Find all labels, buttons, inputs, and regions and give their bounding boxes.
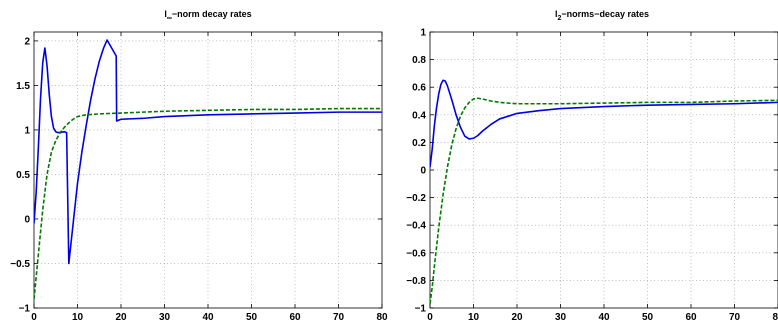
l2-y-tick-label: −0.2 [406,193,426,204]
linf-x-tick-label: 40 [202,312,214,323]
linf-y-tick-label: 0.5 [16,170,30,181]
linf-x-tick-label: 0 [31,312,37,323]
l2-x-tick-label: 20 [511,312,523,323]
linf-x-tick-label: 50 [246,312,258,323]
l2-x-tick-label: 70 [729,312,741,323]
l2-y-tick-label: 0.4 [412,110,426,121]
linf-x-tick-label: 60 [289,312,301,323]
linf-x-tick-label: 80 [376,312,388,323]
linf-y-tick-label: 1.5 [16,81,30,92]
linf-x-tick-label: 20 [115,312,127,323]
l2-y-tick-label: 0.6 [412,83,426,94]
l2-x-tick-label: 30 [555,312,567,323]
l2-series-dashed-line [430,97,778,304]
linf-y-tick-label: 2 [24,36,30,47]
l2-x-tick-label: 60 [685,312,697,323]
linf-x-tick-label: 30 [159,312,171,323]
linf-y-tick-label: 1 [24,125,30,136]
linf-axes-frame [33,31,383,309]
linf-y-tick-label: −0.5 [10,259,30,270]
linf-y-tick-label: −1 [19,304,31,315]
linf-series-solid-line [34,39,382,265]
l2-y-tick-label: −0.4 [406,221,426,232]
l2-x-tick-label: 40 [598,312,610,323]
l2-y-tick-label: 0.2 [412,138,426,149]
l2-y-tick-label: 1 [420,28,426,39]
linf-chart-title: l∞−norm decay rates [164,9,251,22]
chart-l2-decay: l2−norms−decay rates01020304050607080−1−… [406,9,778,323]
l2-y-tick-label: 0 [420,166,426,177]
l2-x-tick-label: 50 [642,312,654,323]
l2-y-tick-label: 0.8 [412,55,426,66]
l2-y-tick-label: −1 [415,304,427,315]
l2-series-solid-line [430,79,778,168]
l2-chart-title: l2−norms−decay rates [555,9,649,22]
l2-x-tick-label: 10 [468,312,480,323]
linf-y-tick-label: 0 [24,214,30,225]
l2-y-tick-label: −0.6 [406,248,426,259]
linf-x-tick-label: 10 [72,312,84,323]
l2-x-tick-label: 0 [427,312,433,323]
linf-series-dashed-line [34,107,382,300]
l2-y-tick-label: −0.8 [406,276,426,287]
linf-x-tick-label: 70 [333,312,345,323]
l2-axes-frame [429,31,778,309]
l2-x-tick-label: 80 [772,312,778,323]
